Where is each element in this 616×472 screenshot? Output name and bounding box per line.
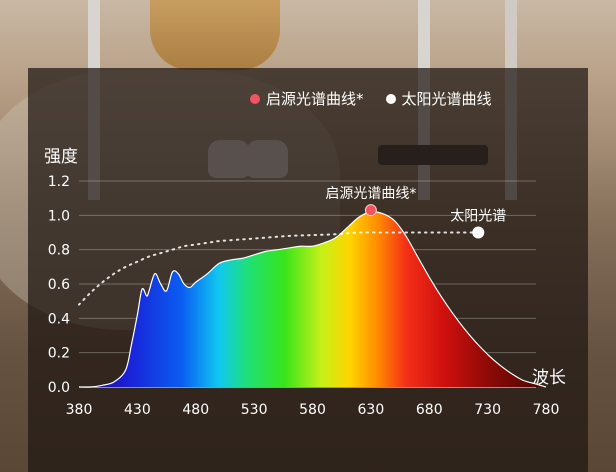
child-skirt xyxy=(150,0,280,70)
y-tick-label: 0.0 xyxy=(48,380,70,396)
y-tick-label: 0.4 xyxy=(48,311,70,327)
y-axis-label: 强度 xyxy=(44,147,78,167)
line-layer xyxy=(78,231,477,306)
x-tick-label: 780 xyxy=(533,402,560,418)
legend-item-sun: 太阳光谱曲线 xyxy=(385,88,492,109)
marker-layer xyxy=(364,204,485,239)
y-tick-label: 0.2 xyxy=(48,346,70,362)
x-tick-label: 480 xyxy=(182,402,209,418)
x-tick-label: 730 xyxy=(474,402,501,418)
peak-annotation: 启源光谱曲线* xyxy=(325,186,416,202)
y-tick-label: 0.8 xyxy=(48,243,70,259)
y-tick-label: 1.0 xyxy=(48,208,70,224)
x-tick-label: 380 xyxy=(66,402,93,418)
qiyuan-spectrum-outline xyxy=(78,211,547,388)
x-tick-label: 530 xyxy=(241,402,268,418)
annotation-layer: 启源光谱曲线* 太阳光谱 xyxy=(325,186,506,224)
legend-marker-sun xyxy=(385,93,396,104)
sun-annotation: 太阳光谱 xyxy=(450,209,506,225)
qiyuan-spectrum-area xyxy=(79,211,546,388)
legend-item-qiyuan: 启源光谱曲线* xyxy=(250,88,364,109)
legend-label-qiyuan: 启源光谱曲线* xyxy=(266,90,364,108)
x-tick-label: 430 xyxy=(124,402,151,418)
legend-label-sun: 太阳光谱曲线 xyxy=(401,90,492,108)
x-tick-label: 630 xyxy=(358,402,385,418)
legend-marker-qiyuan xyxy=(250,93,260,104)
tick-layer: 0.0 0.2 0.4 0.6 0.8 1.0 1.2 380 430 480 530 580 630 6… xyxy=(48,174,560,418)
x-tick-label: 580 xyxy=(299,402,326,418)
chart-legend: 启源光谱曲线* 太阳光谱曲线 xyxy=(250,88,492,109)
y-tick-label: 0.6 xyxy=(48,277,70,293)
sun-marker xyxy=(472,226,485,239)
area-layer xyxy=(78,211,547,388)
sun-spectrum-line xyxy=(78,231,477,306)
y-tick-label: 1.2 xyxy=(48,174,70,190)
x-tick-label: 680 xyxy=(416,402,443,418)
x-axis-label: 波长 xyxy=(532,368,566,388)
qiyuan-peak-marker xyxy=(364,204,377,217)
